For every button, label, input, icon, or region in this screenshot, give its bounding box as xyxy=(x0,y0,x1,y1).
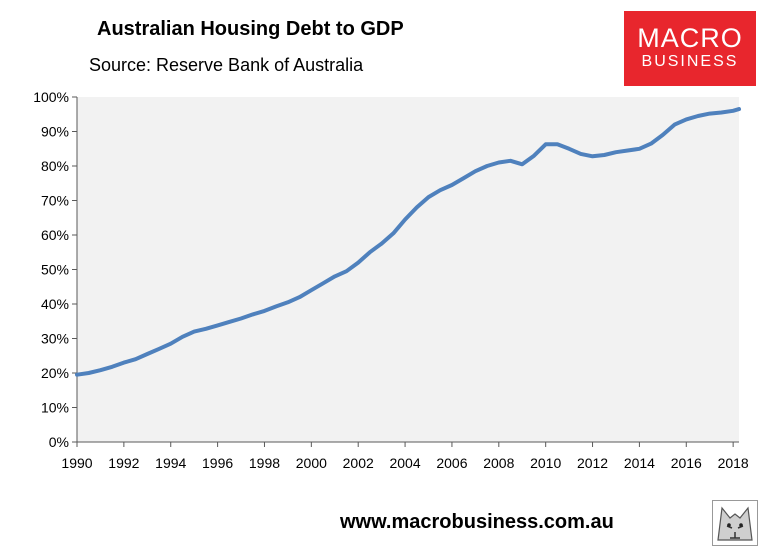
y-tick-label: 10% xyxy=(41,400,69,416)
series-line-housing-debt xyxy=(75,107,741,377)
logo-line-1: MACRO xyxy=(637,23,743,53)
y-tick-label: 100% xyxy=(33,89,69,105)
y-tick-label: 20% xyxy=(41,365,69,381)
chart-subtitle: Source: Reserve Bank of Australia xyxy=(89,55,364,75)
chart-title: Australian Housing Debt to GDP xyxy=(97,18,404,40)
x-tick-label: 2000 xyxy=(296,455,327,471)
y-tick-label: 70% xyxy=(41,193,69,209)
y-tick-label: 80% xyxy=(41,158,69,174)
x-tick-label: 1990 xyxy=(61,455,92,471)
x-tick-label: 2002 xyxy=(343,455,374,471)
x-tick-label: 2006 xyxy=(436,455,467,471)
x-tick-label: 2014 xyxy=(624,455,655,471)
y-tick-label: 60% xyxy=(41,227,69,243)
y-tick-label: 0% xyxy=(49,434,69,450)
x-tick-label: 2012 xyxy=(577,455,608,471)
x-tick-label: 1994 xyxy=(155,455,186,471)
x-tick-label: 2010 xyxy=(530,455,561,471)
x-tick-labels: 1990 1992 1994 1996 1998 2000 2002 2004 2006 2008… xyxy=(61,442,749,471)
macrobusiness-logo: MACRO BUSINESS xyxy=(624,11,756,86)
x-tick-label: 1992 xyxy=(108,455,139,471)
logo-line-2: BUSINESS xyxy=(641,53,739,70)
y-tick-labels: 0% 10% 20% 30% 40% 50% 60% 70% 80% 90% 100% xyxy=(33,89,77,450)
website-url: www.macrobusiness.com.au xyxy=(340,511,614,533)
x-tick-label: 2016 xyxy=(671,455,702,471)
plot-area xyxy=(77,97,739,442)
x-tick-label: 2018 xyxy=(718,455,749,471)
y-tick-label: 40% xyxy=(41,296,69,312)
y-tick-label: 90% xyxy=(41,124,69,140)
wolf-mascot-icon xyxy=(712,500,758,546)
y-tick-label: 30% xyxy=(41,331,69,347)
x-tick-label: 1998 xyxy=(249,455,280,471)
x-tick-label: 1996 xyxy=(202,455,233,471)
x-tick-label: 2004 xyxy=(389,455,420,471)
y-tick-label: 50% xyxy=(41,262,69,278)
x-tick-label: 2008 xyxy=(483,455,514,471)
